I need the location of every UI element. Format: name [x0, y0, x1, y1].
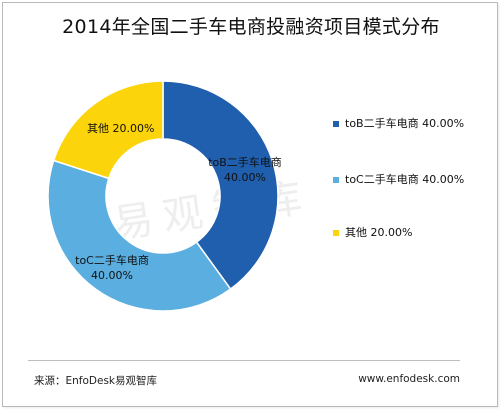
legend-swatch-2	[333, 230, 339, 236]
website-note: www.enfodesk.com	[358, 373, 460, 385]
legend-swatch-1	[333, 177, 339, 183]
legend: toB二手车电商 40.00% toC二手车电商 40.00% 其他 20.00%	[333, 116, 464, 239]
legend-label-0: toB二手车电商 40.00%	[345, 116, 464, 130]
chart-title: 2014年全国二手车电商投融资项目模式分布	[62, 16, 440, 38]
slice-label-2: 其他 20.00%	[87, 122, 154, 135]
slices-group	[47, 80, 279, 312]
slice-labels-group: toB二手车电商 40.00% toC二手车电商 40.00% 其他 20.00%	[75, 122, 282, 282]
donut-slice-1	[47, 159, 232, 312]
slice-label-0: toB二手车电商 40.00%	[208, 155, 282, 184]
donut-slice-0	[162, 80, 279, 291]
slice-label-1: toC二手车电商 40.00%	[75, 253, 149, 282]
legend-label-1: toC二手车电商 40.00%	[345, 172, 464, 186]
donut-slice-2	[52, 80, 164, 180]
legend-label-2: 其他 20.00%	[345, 226, 412, 239]
source-note: 来源：EnfoDesk易观智库	[34, 375, 158, 387]
footer-divider	[28, 360, 460, 361]
legend-swatch-0	[333, 121, 339, 127]
